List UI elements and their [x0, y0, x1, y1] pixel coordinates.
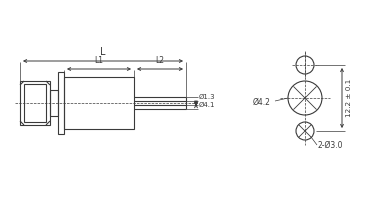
- Text: L: L: [100, 47, 106, 57]
- Bar: [50, 90, 58, 116]
- Text: Ø1.3: Ø1.3: [199, 94, 216, 100]
- Text: Ø4.1: Ø4.1: [199, 102, 216, 108]
- Bar: [58, 72, 64, 134]
- Text: 2-Ø3.0: 2-Ø3.0: [317, 140, 342, 150]
- Bar: [24, 84, 46, 122]
- Bar: [64, 77, 134, 129]
- Text: L2: L2: [155, 56, 164, 65]
- Text: Ø4.2: Ø4.2: [253, 98, 271, 107]
- Bar: [20, 81, 50, 125]
- Text: L1: L1: [95, 56, 104, 65]
- Text: 12.2 ± 0.1: 12.2 ± 0.1: [346, 79, 352, 117]
